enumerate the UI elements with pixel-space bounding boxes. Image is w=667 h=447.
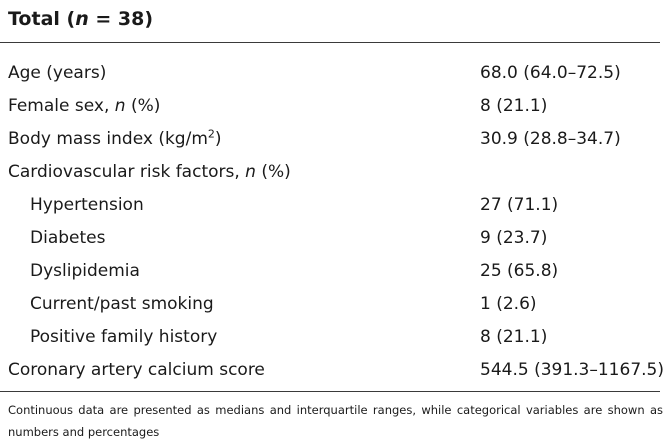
row-label-age: Age (years): [8, 63, 107, 83]
row-label-smoking: Current/past smoking: [30, 294, 214, 314]
row-value-smoking: 1 (2.6): [480, 294, 537, 314]
table-title-count: = 38): [88, 8, 154, 30]
row-label-cv-risk-factors-n: n: [245, 162, 256, 182]
row-label-cv-risk-factors: Cardiovascular risk factors, n (%): [8, 156, 291, 189]
table-title: Total (n = 38): [8, 8, 153, 30]
table-row: Diabetes 9 (23.7): [0, 222, 667, 255]
header-rule: [0, 42, 660, 43]
row-label-hypertension: Hypertension: [30, 195, 144, 215]
table-row: Coronary artery calcium score 544.5 (391…: [0, 354, 667, 387]
table-row: Female sex, n (%) 8 (21.1): [0, 90, 667, 123]
table-row: Current/past smoking 1 (2.6): [0, 288, 667, 321]
table-title-prefix: Total (: [8, 8, 76, 30]
table-row: Dyslipidemia 25 (65.8): [0, 255, 667, 288]
row-label-bmi-sup: 2: [207, 127, 215, 141]
row-label-female-sex-pct: (%): [125, 96, 161, 116]
table-footnote: Continuous data are presented as medians…: [8, 403, 663, 439]
row-label-cv-risk-factors-pct: (%): [255, 162, 291, 182]
table-row: Hypertension 27 (71.1): [0, 189, 667, 222]
row-label-cv-risk-factors-text: Cardiovascular risk factors,: [8, 162, 246, 182]
row-label-dyslipidemia: Dyslipidemia: [30, 261, 140, 281]
table-row: Age (years) 68.0 (64.0–72.5): [0, 57, 667, 90]
row-value-family-history: 8 (21.1): [480, 327, 548, 347]
footer-rule: [0, 391, 660, 392]
row-value-bmi: 30.9 (28.8–34.7): [480, 129, 621, 149]
row-value-dyslipidemia: 25 (65.8): [480, 261, 559, 281]
row-value-female-sex: 8 (21.1): [480, 96, 548, 116]
table-row: Positive family history 8 (21.1): [0, 321, 667, 354]
row-label-diabetes: Diabetes: [30, 228, 106, 248]
row-label-female-sex-n: n: [114, 96, 126, 116]
row-label-bmi: Body mass index (kg/m2): [8, 123, 222, 156]
row-value-hypertension: 27 (71.1): [480, 195, 559, 215]
row-value-diabetes: 9 (23.7): [480, 228, 548, 248]
row-label-family-history: Positive family history: [30, 327, 218, 347]
row-value-cac-score: 544.5 (391.3–1167.5): [480, 360, 664, 380]
row-label-cac-score: Coronary artery calcium score: [8, 360, 265, 380]
table-row: Cardiovascular risk factors, n (%): [0, 156, 667, 189]
row-label-bmi-text: Body mass index (kg/m: [8, 129, 208, 149]
row-label-female-sex: Female sex, n (%): [8, 90, 160, 123]
row-value-age: 68.0 (64.0–72.5): [480, 63, 621, 83]
row-label-female-sex-text: Female sex,: [8, 96, 115, 116]
table-row: Body mass index (kg/m2) 30.9 (28.8–34.7): [0, 123, 667, 156]
row-label-bmi-close: ): [214, 129, 222, 149]
table-title-n: n: [75, 8, 89, 30]
